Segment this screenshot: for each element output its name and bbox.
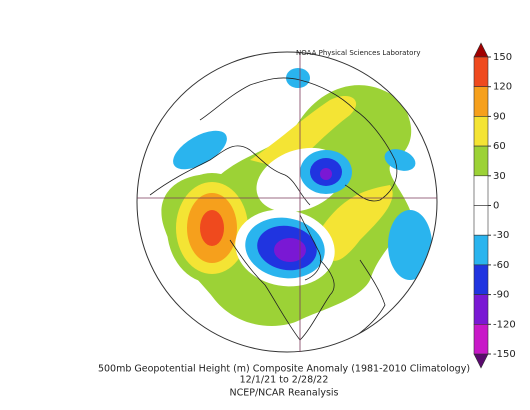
anomaly-region <box>320 168 332 180</box>
caption-dates: 12/1/21 to 2/28/22 <box>240 375 329 386</box>
colorbar-band <box>473 116 489 147</box>
colorbar-label: 60 <box>493 141 506 152</box>
colorbar-band <box>473 145 489 177</box>
anomaly-region <box>320 185 393 261</box>
colorbar-band <box>473 205 489 236</box>
colorbar-label: 30 <box>493 171 506 182</box>
colorbar-label: -30 <box>493 230 509 241</box>
colorbar-under <box>473 353 489 369</box>
anomaly-region <box>286 68 310 88</box>
colorbar-band <box>473 294 489 325</box>
colorbar-label: -120 <box>493 319 516 330</box>
colorbar-band <box>473 175 489 206</box>
colorbar-label: -90 <box>493 290 509 301</box>
colorbar-label: -60 <box>493 260 509 271</box>
colorbar-band <box>473 323 489 355</box>
colorbar-label: 0 <box>493 201 499 212</box>
colorbar-label: -150 <box>493 349 516 360</box>
anomaly-region <box>274 238 306 262</box>
credit: NOAA Physical Sciences Laboratory <box>296 49 420 57</box>
anomaly-region <box>200 210 224 246</box>
colorbar-band <box>473 264 489 295</box>
colorbar-band <box>473 234 489 266</box>
anomaly-field <box>161 68 432 326</box>
colorbar: 150 120 90 60 30 0 -30 -60 -90 -120 -150 <box>473 42 516 369</box>
colorbar-band <box>473 86 489 117</box>
caption-source: NCEP/NCAR Reanalysis <box>229 388 338 399</box>
colorbar-over <box>473 42 489 58</box>
colorbar-label: 90 <box>493 111 506 122</box>
caption-title: 500mb Geopotential Height (m) Composite … <box>98 364 470 375</box>
anomaly-region <box>173 130 227 170</box>
anomaly-region <box>388 210 432 280</box>
map-boundary <box>136 51 438 353</box>
colorbar-label: 150 <box>493 52 512 63</box>
colorbar-label: 120 <box>493 82 512 93</box>
colorbar-band <box>473 56 489 88</box>
anomaly-region <box>250 95 357 170</box>
